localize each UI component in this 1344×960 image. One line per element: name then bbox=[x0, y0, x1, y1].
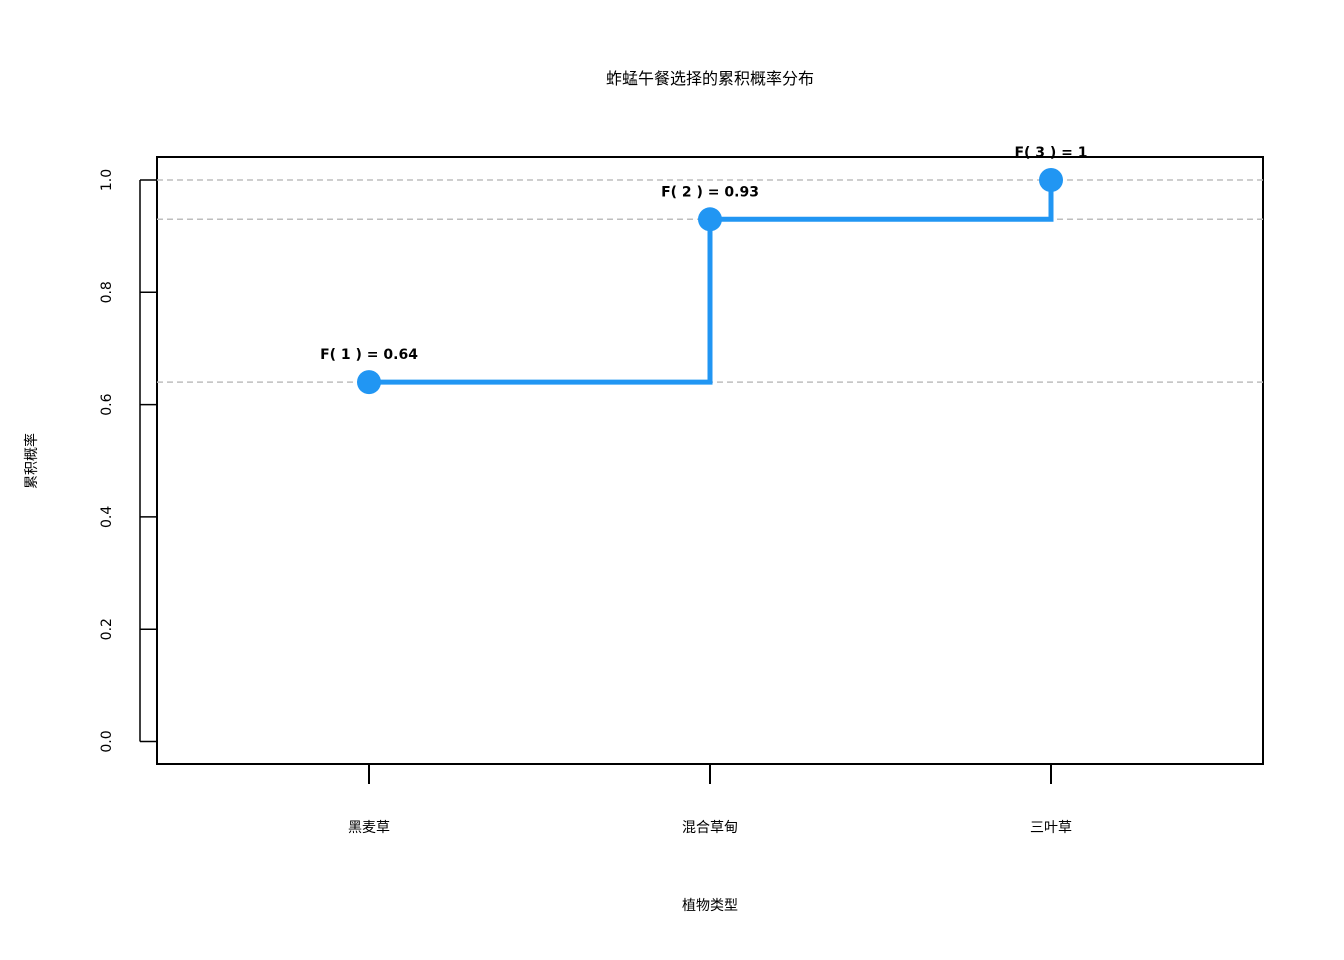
data-labels: F( 1 ) = 0.64 F( 2 ) = 0.93 F( 3 ) = 1 bbox=[320, 145, 1087, 363]
y-tick-label-5: 1.0 bbox=[99, 169, 115, 191]
y-tick-label-2: 0.4 bbox=[99, 506, 115, 528]
y-tick-label-4: 0.8 bbox=[99, 281, 115, 303]
x-tick-label-2: 三叶草 bbox=[1030, 820, 1072, 836]
y-axis: 0.0 0.2 0.4 0.6 0.8 1.0 bbox=[99, 169, 157, 753]
cdf-point-1 bbox=[698, 207, 722, 232]
x-tick-label-1: 混合草甸 bbox=[682, 820, 738, 836]
x-tick-label-0: 黑麦草 bbox=[348, 820, 390, 836]
cdf-point-0 bbox=[357, 370, 381, 395]
y-tick-label-3: 0.6 bbox=[99, 393, 115, 415]
x-axis: 黑麦草 混合草甸 三叶草 bbox=[348, 764, 1072, 836]
y-tick-label-0: 0.0 bbox=[99, 730, 115, 752]
x-axis-label: 植物类型 bbox=[682, 898, 738, 914]
cdf-point-2 bbox=[1039, 168, 1063, 192]
cdf-series bbox=[357, 168, 1063, 395]
chart-title: 蚱蜢午餐选择的累积概率分布 bbox=[606, 69, 814, 88]
y-tick-label-1: 0.2 bbox=[99, 618, 115, 640]
data-label-1: F( 2 ) = 0.93 bbox=[661, 184, 759, 200]
y-axis-label: 累积概率 bbox=[23, 433, 40, 489]
data-label-2: F( 3 ) = 1 bbox=[1014, 145, 1087, 161]
data-label-0: F( 1 ) = 0.64 bbox=[320, 347, 418, 363]
